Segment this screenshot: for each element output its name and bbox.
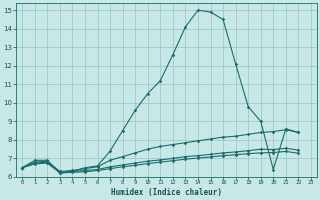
X-axis label: Humidex (Indice chaleur): Humidex (Indice chaleur) <box>111 188 222 197</box>
